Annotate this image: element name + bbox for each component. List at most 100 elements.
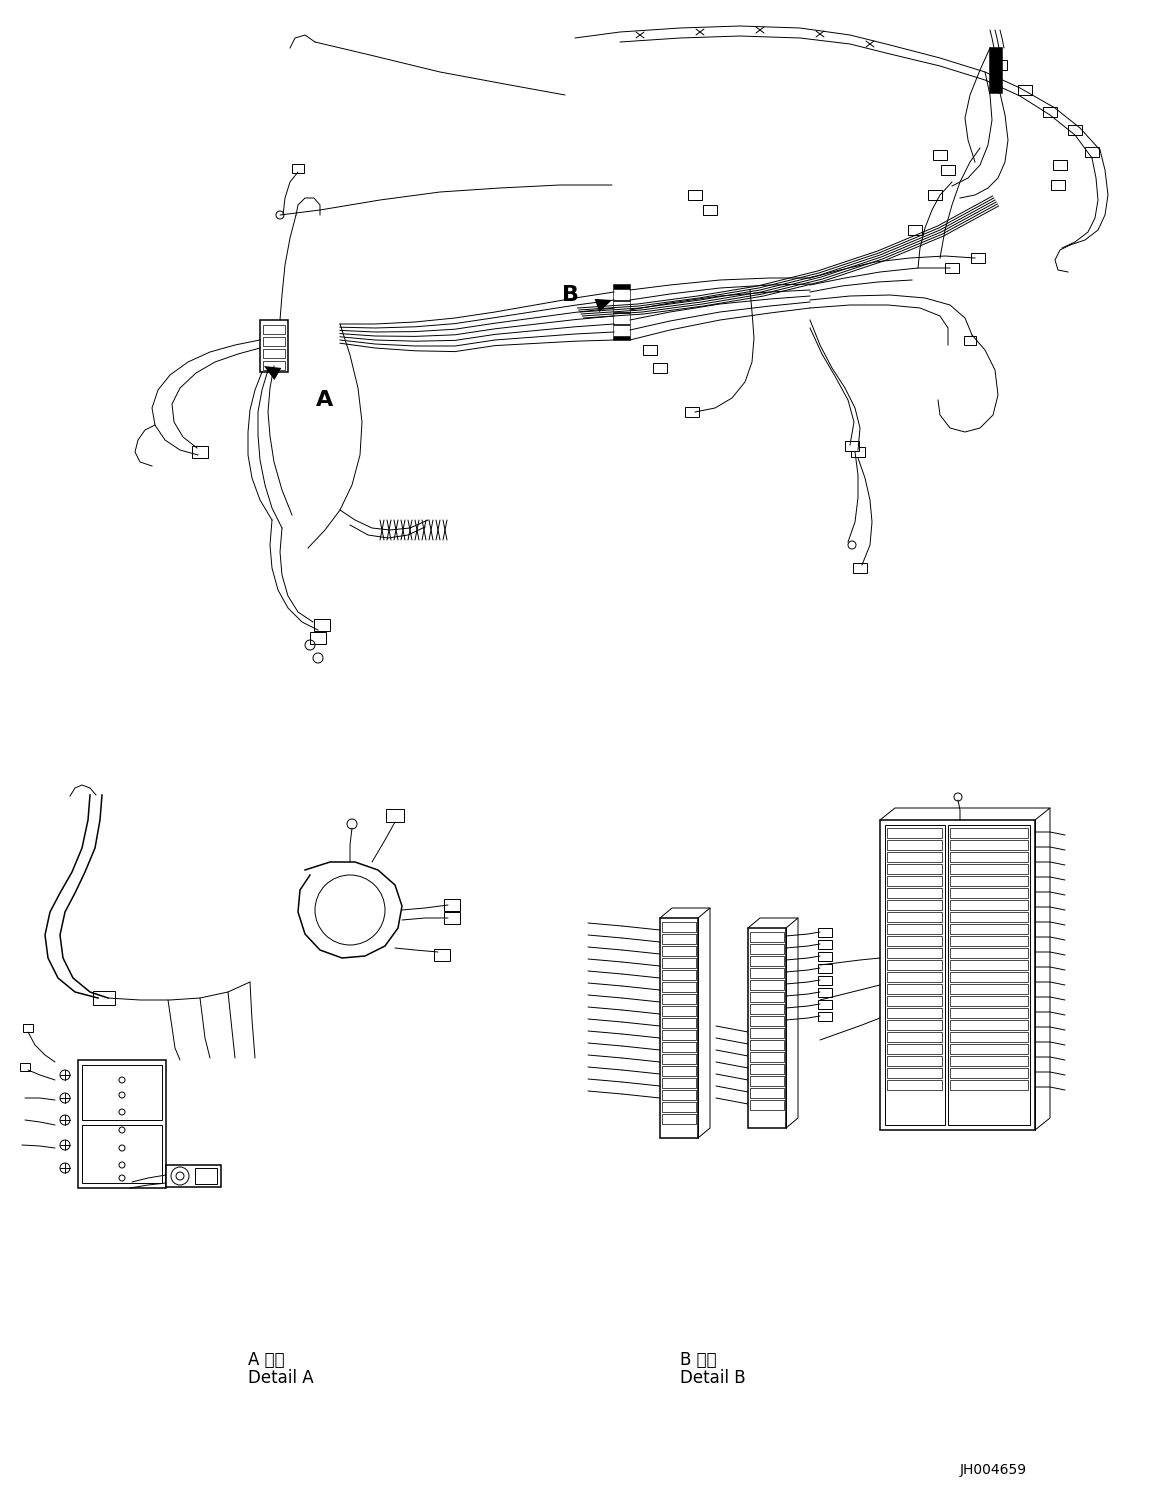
Bar: [971, 253, 985, 263]
Bar: [750, 1004, 784, 1013]
Bar: [950, 936, 1028, 946]
Bar: [614, 326, 630, 336]
Bar: [818, 988, 832, 997]
Bar: [662, 923, 695, 931]
Bar: [887, 827, 942, 838]
Bar: [928, 190, 942, 199]
Bar: [933, 150, 947, 161]
Bar: [818, 929, 832, 937]
Bar: [78, 1059, 166, 1187]
Bar: [946, 263, 959, 272]
Bar: [444, 899, 461, 911]
Bar: [662, 958, 695, 969]
Bar: [887, 912, 942, 923]
Bar: [444, 912, 461, 924]
Bar: [83, 1125, 162, 1183]
Bar: [614, 314, 630, 324]
Bar: [662, 1077, 695, 1088]
Bar: [662, 1018, 695, 1028]
Bar: [1018, 85, 1032, 95]
Bar: [887, 1056, 942, 1065]
Bar: [750, 992, 784, 1001]
Bar: [887, 1019, 942, 1030]
Text: A 詳細: A 詳細: [248, 1351, 285, 1369]
Bar: [750, 969, 784, 978]
Bar: [263, 324, 285, 333]
Bar: [662, 1054, 695, 1064]
Bar: [702, 205, 718, 214]
Bar: [166, 1165, 221, 1187]
Bar: [263, 336, 285, 347]
Bar: [851, 446, 865, 457]
Bar: [750, 981, 784, 990]
Bar: [652, 363, 668, 373]
Bar: [880, 820, 1035, 1129]
Bar: [950, 924, 1028, 934]
Bar: [948, 824, 1030, 1125]
Bar: [950, 841, 1028, 850]
Bar: [20, 1062, 30, 1071]
Bar: [887, 960, 942, 970]
Bar: [1051, 180, 1065, 190]
Bar: [662, 1065, 695, 1076]
Bar: [386, 809, 404, 821]
Bar: [662, 1042, 695, 1052]
Bar: [643, 345, 657, 356]
Bar: [614, 302, 630, 312]
Bar: [887, 841, 942, 850]
Bar: [614, 286, 630, 339]
Bar: [950, 912, 1028, 923]
Bar: [950, 853, 1028, 862]
Bar: [818, 1012, 832, 1021]
Bar: [950, 1080, 1028, 1091]
Bar: [950, 827, 1028, 838]
Bar: [192, 446, 208, 458]
Bar: [950, 1007, 1028, 1018]
Bar: [750, 1016, 784, 1027]
Bar: [818, 1000, 832, 1009]
Bar: [1085, 147, 1099, 158]
Bar: [93, 991, 115, 1004]
Bar: [887, 984, 942, 994]
Bar: [852, 562, 866, 573]
Bar: [685, 408, 699, 417]
Text: A: A: [316, 390, 334, 411]
Bar: [662, 994, 695, 1004]
Bar: [750, 955, 784, 966]
Bar: [662, 1115, 695, 1123]
Bar: [818, 952, 832, 961]
Bar: [750, 1100, 784, 1110]
Bar: [818, 940, 832, 949]
Bar: [195, 1168, 217, 1184]
Bar: [950, 984, 1028, 994]
Bar: [887, 1068, 942, 1077]
Polygon shape: [594, 299, 612, 312]
Bar: [887, 936, 942, 946]
Polygon shape: [264, 366, 281, 379]
Bar: [659, 918, 698, 1138]
Text: B: B: [562, 286, 578, 305]
Bar: [950, 900, 1028, 911]
Bar: [261, 320, 288, 372]
Bar: [887, 1045, 942, 1054]
Bar: [750, 1052, 784, 1062]
Bar: [887, 876, 942, 885]
Bar: [750, 1040, 784, 1051]
Bar: [662, 1006, 695, 1016]
Bar: [950, 1068, 1028, 1077]
Bar: [614, 290, 630, 301]
Bar: [23, 1024, 33, 1033]
Text: Detail B: Detail B: [680, 1369, 745, 1387]
Bar: [292, 164, 304, 173]
Bar: [887, 924, 942, 934]
Bar: [887, 995, 942, 1006]
Bar: [662, 1030, 695, 1040]
Text: Detail A: Detail A: [248, 1369, 314, 1387]
Bar: [750, 931, 784, 942]
Bar: [750, 1064, 784, 1074]
Bar: [818, 964, 832, 973]
Bar: [750, 943, 784, 954]
Bar: [887, 972, 942, 982]
Bar: [818, 976, 832, 985]
Bar: [263, 362, 285, 371]
